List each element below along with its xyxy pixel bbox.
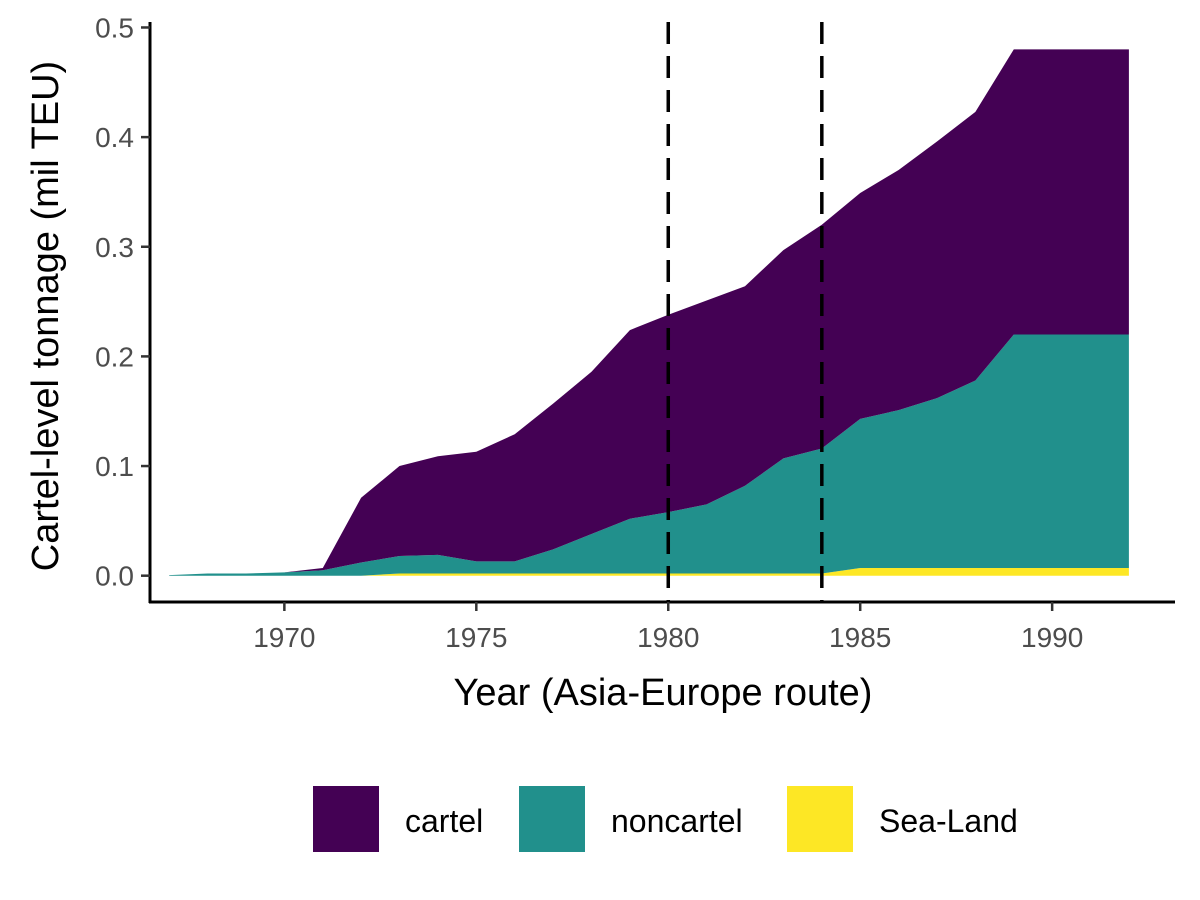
- area-cartel: [169, 49, 1129, 576]
- area-series-group: [169, 49, 1129, 576]
- x-tick-label-1990: 1990: [1021, 622, 1083, 653]
- y-tick-label-0.4: 0.4: [95, 122, 134, 153]
- y-tick-label-0.2: 0.2: [95, 341, 134, 372]
- x-axis-ticks: 1970 1975 1980 1985 1990: [253, 602, 1083, 653]
- x-tick-label-1975: 1975: [445, 622, 507, 653]
- legend-swatch-sea-land: [787, 786, 853, 852]
- legend-label-noncartel: noncartel: [611, 803, 743, 839]
- y-axis-ticks: 0.0 0.1 0.2 0.3 0.4 0.5: [95, 12, 150, 592]
- x-tick-label-1980: 1980: [637, 622, 699, 653]
- y-axis-title: Cartel-level tonnage (mil TEU): [25, 61, 67, 571]
- x-tick-label-1985: 1985: [829, 622, 891, 653]
- legend-swatch-cartel: [313, 786, 379, 852]
- area-noncartel: [169, 334, 1129, 576]
- axes: [148, 22, 1175, 604]
- reference-lines: [666, 22, 824, 602]
- legend-swatch-noncartel: [519, 786, 585, 852]
- y-tick-label-0.5: 0.5: [95, 12, 134, 43]
- y-tick-label-0.1: 0.1: [95, 451, 134, 482]
- legend-label-cartel: cartel: [405, 803, 483, 839]
- legend-label-sea-land: Sea-Land: [879, 803, 1018, 839]
- y-tick-label-0: 0.0: [95, 561, 134, 592]
- legend: cartel noncartel Sea-Land: [313, 786, 1018, 852]
- x-tick-label-1970: 1970: [253, 622, 315, 653]
- x-axis-title: Year (Asia-Europe route): [454, 672, 873, 714]
- y-tick-label-0.3: 0.3: [95, 232, 134, 263]
- area-sea-land: [169, 568, 1129, 576]
